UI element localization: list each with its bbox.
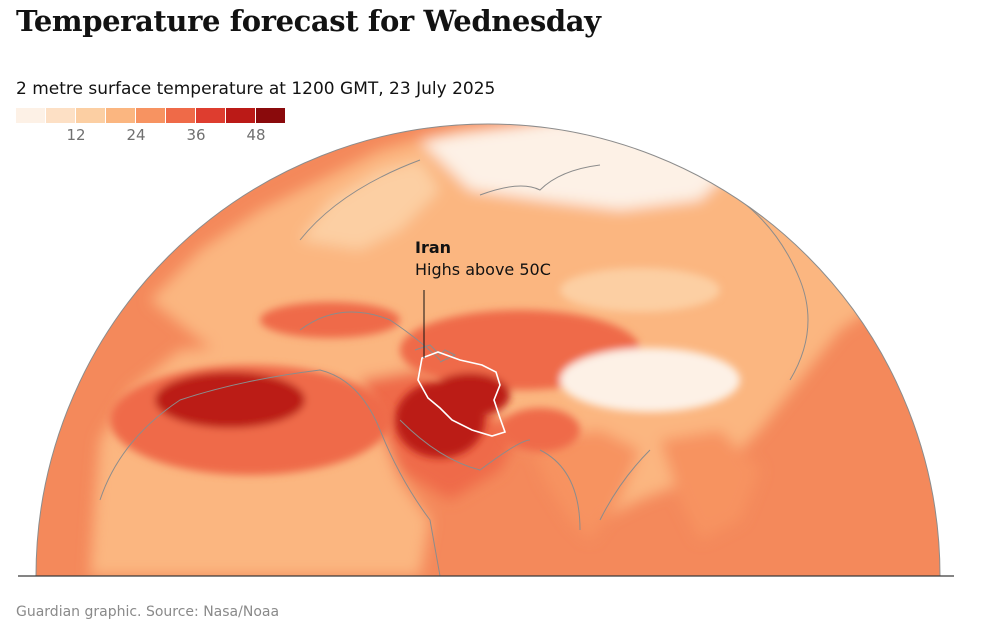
legend-swatch bbox=[166, 108, 196, 123]
india-land bbox=[530, 430, 640, 540]
mediterranean-zone bbox=[260, 302, 400, 338]
annotation-text: Highs above 50C bbox=[415, 260, 551, 279]
legend-tick-labels: 12 24 36 48 bbox=[16, 123, 288, 145]
legend-tick-label: 48 bbox=[246, 126, 266, 144]
caspian-coastline bbox=[414, 344, 457, 363]
tibet-cool-zone bbox=[560, 348, 740, 412]
legend-swatch bbox=[106, 108, 136, 123]
legend-tick-label: 36 bbox=[186, 126, 206, 144]
mongolia-zone bbox=[560, 268, 720, 312]
iran-core bbox=[430, 373, 510, 417]
legend-swatch bbox=[256, 108, 286, 123]
sahara-core bbox=[155, 372, 305, 428]
iran-border-outline bbox=[417, 351, 507, 437]
se-asia-land bbox=[660, 430, 760, 540]
legend-swatch bbox=[226, 108, 256, 123]
legend-color-bar bbox=[16, 108, 288, 123]
india-east-coastline bbox=[599, 449, 651, 521]
pakistan-hot-zone bbox=[500, 408, 580, 452]
chart-subtitle: 2 metre surface temperature at 1200 GMT,… bbox=[16, 79, 496, 99]
globe-disc bbox=[36, 124, 940, 576]
arabia-coastline bbox=[399, 419, 531, 471]
legend-tick-label: 12 bbox=[66, 126, 86, 144]
annotation-label: Iran bbox=[415, 238, 452, 257]
legend-swatch bbox=[46, 108, 76, 123]
coastlines bbox=[99, 159, 809, 576]
chart-title: Temperature forecast for Wednesday bbox=[16, 4, 601, 38]
legend-tick-label: 24 bbox=[126, 126, 146, 144]
iran-annotation: Iran Highs above 50C bbox=[415, 237, 551, 281]
mediterranean-coastline bbox=[299, 311, 441, 361]
color-legend: 12 24 36 48 bbox=[16, 108, 288, 148]
africa-coastline bbox=[99, 369, 441, 576]
legend-swatch bbox=[136, 108, 166, 123]
source-credit: Guardian graphic. Source: Nasa/Noaa bbox=[16, 604, 280, 620]
legend-swatch bbox=[16, 108, 46, 123]
legend-swatch bbox=[76, 108, 106, 123]
arctic-coastline bbox=[479, 164, 601, 196]
globe-edge bbox=[35, 123, 941, 577]
scandinavia-coastline bbox=[299, 159, 421, 241]
east-asia-coastline bbox=[739, 199, 809, 381]
legend-swatch bbox=[196, 108, 226, 123]
scandinavia-land bbox=[300, 160, 440, 250]
india-west-coastline bbox=[539, 449, 581, 531]
hot-zones bbox=[110, 268, 740, 475]
